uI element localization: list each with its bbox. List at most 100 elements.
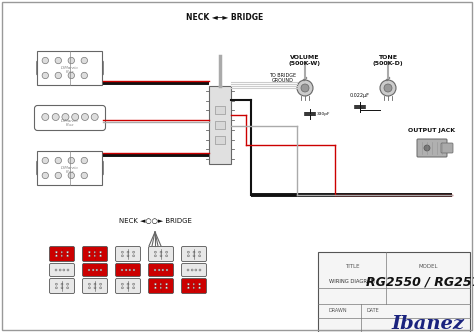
Circle shape — [160, 287, 162, 289]
Circle shape — [81, 72, 88, 79]
Text: DATE: DATE — [366, 308, 379, 313]
FancyBboxPatch shape — [148, 264, 173, 277]
Text: MODEL: MODEL — [418, 264, 438, 269]
Circle shape — [193, 287, 195, 289]
Circle shape — [193, 283, 195, 285]
Circle shape — [155, 255, 156, 257]
Circle shape — [165, 251, 168, 253]
Bar — [215, 106, 225, 114]
FancyBboxPatch shape — [182, 264, 207, 277]
Circle shape — [55, 172, 62, 179]
Circle shape — [52, 114, 59, 121]
Circle shape — [121, 255, 123, 257]
Bar — [215, 136, 225, 144]
Circle shape — [121, 251, 123, 253]
Circle shape — [42, 57, 48, 64]
Circle shape — [59, 269, 61, 271]
Circle shape — [55, 251, 57, 253]
Circle shape — [160, 251, 162, 253]
Circle shape — [129, 269, 131, 271]
Bar — [37, 51, 102, 85]
Circle shape — [42, 157, 48, 164]
Circle shape — [193, 251, 195, 253]
Circle shape — [154, 269, 156, 271]
Circle shape — [193, 255, 195, 257]
Circle shape — [81, 172, 88, 179]
Circle shape — [94, 255, 96, 257]
Circle shape — [187, 255, 190, 257]
Circle shape — [82, 114, 89, 121]
Circle shape — [195, 269, 197, 271]
FancyBboxPatch shape — [49, 279, 74, 293]
FancyBboxPatch shape — [182, 246, 207, 262]
FancyBboxPatch shape — [148, 246, 173, 262]
Circle shape — [100, 287, 101, 289]
Circle shape — [424, 145, 430, 151]
Circle shape — [384, 84, 392, 92]
Circle shape — [42, 72, 48, 79]
FancyBboxPatch shape — [82, 264, 108, 277]
Circle shape — [55, 157, 62, 164]
Circle shape — [199, 255, 201, 257]
Circle shape — [55, 283, 57, 285]
Circle shape — [55, 255, 57, 257]
Circle shape — [55, 72, 62, 79]
FancyBboxPatch shape — [417, 139, 447, 157]
Circle shape — [121, 283, 123, 285]
Circle shape — [199, 269, 201, 271]
Circle shape — [68, 57, 74, 64]
Circle shape — [68, 72, 74, 79]
Circle shape — [61, 255, 63, 257]
Circle shape — [160, 255, 162, 257]
Circle shape — [94, 251, 96, 253]
Text: TONE
(500K-D): TONE (500K-D) — [373, 55, 403, 66]
Circle shape — [81, 57, 88, 64]
Text: OUTPUT JACK: OUTPUT JACK — [409, 128, 456, 133]
Circle shape — [42, 114, 49, 121]
Text: NECK ◄○○► BRIDGE: NECK ◄○○► BRIDGE — [118, 217, 191, 223]
Text: DRAWN: DRAWN — [328, 308, 347, 313]
Circle shape — [187, 251, 190, 253]
Circle shape — [88, 269, 90, 271]
Text: TITLE: TITLE — [345, 264, 359, 269]
Circle shape — [92, 269, 94, 271]
Text: NECK ◄─► BRIDGE: NECK ◄─► BRIDGE — [186, 14, 264, 23]
Circle shape — [199, 251, 201, 253]
FancyBboxPatch shape — [82, 246, 108, 262]
Circle shape — [55, 57, 62, 64]
FancyBboxPatch shape — [36, 61, 45, 75]
Circle shape — [42, 172, 48, 179]
FancyBboxPatch shape — [116, 246, 140, 262]
Circle shape — [155, 283, 156, 285]
Bar — [37, 151, 102, 185]
Circle shape — [165, 255, 168, 257]
FancyBboxPatch shape — [441, 143, 453, 153]
Circle shape — [187, 283, 190, 285]
Circle shape — [68, 172, 74, 179]
Circle shape — [67, 251, 69, 253]
Circle shape — [94, 283, 96, 285]
Circle shape — [199, 287, 201, 289]
Text: TO BRIDGE
GROUND: TO BRIDGE GROUND — [269, 73, 297, 83]
FancyBboxPatch shape — [35, 106, 106, 130]
Text: DiMarzio
Flux: DiMarzio Flux — [61, 66, 79, 74]
FancyBboxPatch shape — [49, 246, 74, 262]
Circle shape — [121, 287, 123, 289]
Circle shape — [133, 251, 135, 253]
Circle shape — [162, 269, 164, 271]
Circle shape — [88, 283, 91, 285]
Circle shape — [127, 287, 129, 289]
Circle shape — [301, 84, 309, 92]
Circle shape — [165, 283, 168, 285]
FancyBboxPatch shape — [95, 61, 103, 75]
Bar — [209, 86, 231, 164]
FancyBboxPatch shape — [116, 264, 140, 277]
Circle shape — [67, 283, 69, 285]
FancyBboxPatch shape — [82, 279, 108, 293]
Circle shape — [133, 283, 135, 285]
Bar — [318, 252, 470, 332]
Bar — [215, 121, 225, 129]
Circle shape — [68, 157, 74, 164]
Circle shape — [127, 283, 129, 285]
FancyBboxPatch shape — [182, 279, 207, 293]
